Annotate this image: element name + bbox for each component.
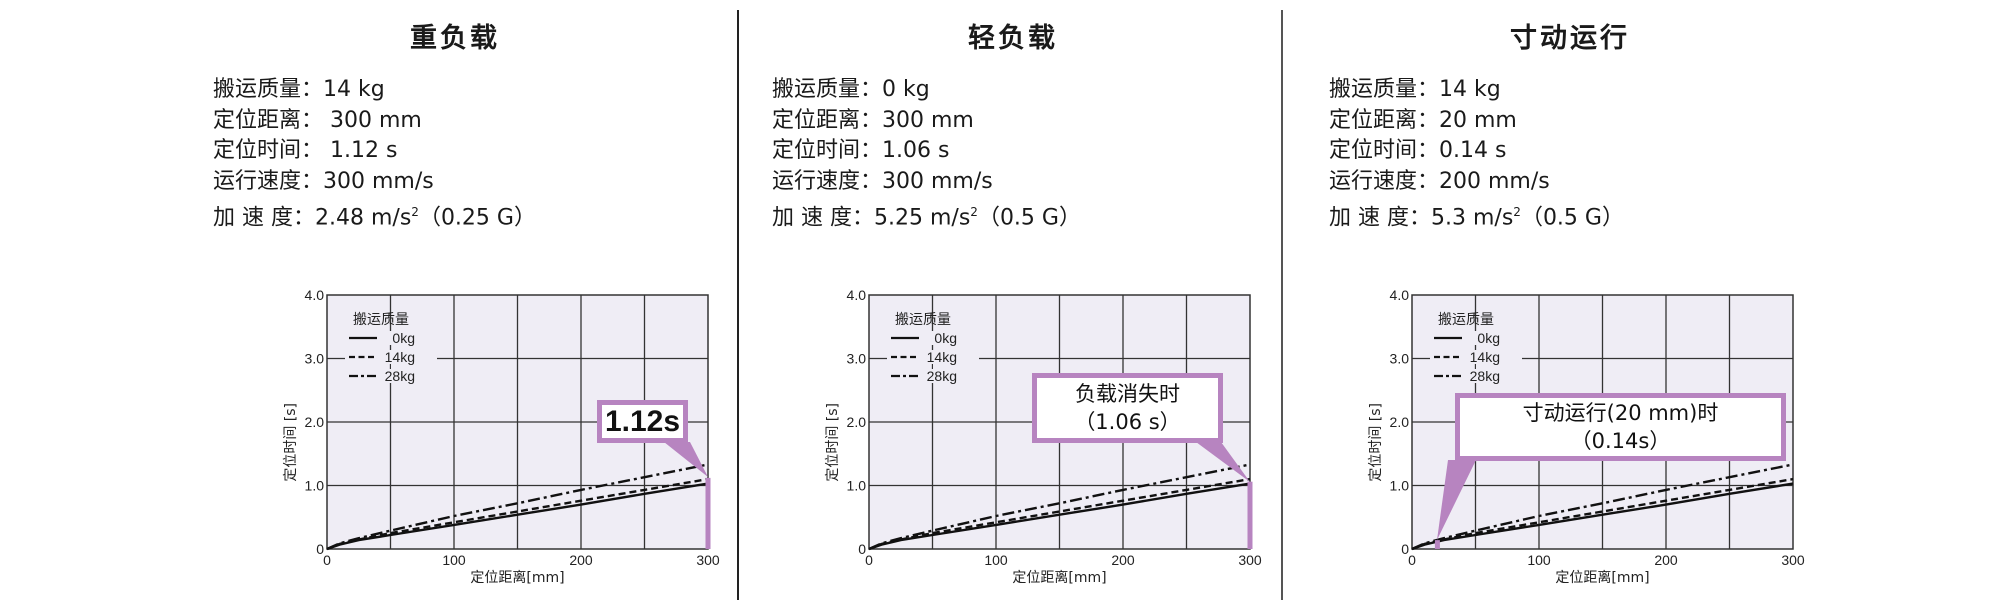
legend-entry: 28kg (927, 368, 957, 384)
spec-row: 加 速 度：5.3 m/s2（0.5 G） (1329, 205, 1624, 231)
x-axis-label: 定位距离[mm] (1012, 569, 1106, 586)
y-tick-label: 4.0 (305, 287, 325, 303)
legend-entry: 14kg (1470, 349, 1500, 365)
legend-entry: 0kg (1477, 330, 1500, 346)
series-line-14kg (1411, 477, 1794, 551)
legend-title: 搬运质量 (1438, 312, 1494, 328)
series-line-28kg (1411, 463, 1794, 551)
panel-divider (1281, 10, 1283, 600)
spec-row: 搬运质量：14 kg (213, 77, 385, 102)
highlight-bar (1247, 481, 1253, 549)
callout-pointer (664, 442, 708, 477)
y-tick-label: 4.0 (1390, 287, 1410, 303)
legend-entry: 0kg (392, 330, 415, 346)
panel-title: 重负载 (410, 23, 500, 54)
x-tick-label: 200 (1654, 552, 1678, 568)
series-line-28kg (868, 463, 1251, 551)
series-line-14kg (326, 477, 709, 551)
series-line-28kg (326, 463, 709, 551)
panel-divider (737, 10, 739, 600)
x-tick-label: 0 (865, 552, 873, 568)
y-tick-label: 0 (858, 541, 866, 557)
x-tick-label: 200 (1111, 552, 1135, 568)
callout-pointer (1437, 460, 1476, 540)
x-axis-label: 定位距离[mm] (1555, 569, 1649, 586)
panel-title: 轻负载 (968, 23, 1058, 54)
legend-entry: 28kg (385, 368, 415, 384)
series-line-0kg (868, 482, 1251, 551)
callout-inching: 寸动运行(20 mm)时 （0.14s） (1455, 393, 1786, 461)
x-tick-label: 300 (696, 552, 720, 568)
spec-row: 定位时间：0.14 s (1329, 138, 1507, 163)
x-tick-label: 0 (1408, 552, 1416, 568)
series-line-0kg (326, 482, 709, 551)
x-tick-label: 100 (442, 552, 466, 568)
callout-pointer (1196, 442, 1250, 482)
legend-entry: 28kg (1470, 368, 1500, 384)
y-tick-label: 1.0 (847, 478, 867, 494)
y-tick-label: 2.0 (305, 414, 325, 430)
spec-row: 定位距离：300 mm (772, 107, 974, 133)
y-axis-label: 定位时间 [s] (1368, 403, 1384, 482)
spec-row: 运行速度：300 mm/s (213, 168, 434, 194)
y-axis-label: 定位时间 [s] (825, 403, 841, 482)
legend-entry: 0kg (934, 330, 957, 346)
plot-frame (1411, 294, 1794, 550)
callout-heavy-load: 1.12s (597, 400, 688, 443)
spec-row: 加 速 度：5.25 m/s2（0.5 G） (772, 205, 1081, 231)
x-tick-label: 100 (984, 552, 1008, 568)
spec-row: 加 速 度：2.48 m/s2（0.25 G） (213, 205, 536, 231)
legend-entry: 14kg (385, 349, 415, 365)
spec-row: 定位时间： 1.12 s (213, 138, 398, 163)
y-tick-label: 1.0 (305, 478, 325, 494)
highlight-bar (1434, 540, 1440, 549)
x-tick-label: 300 (1781, 552, 1805, 568)
y-tick-label: 2.0 (1390, 414, 1410, 430)
spec-row: 定位时间：1.06 s (772, 138, 950, 163)
legend-entry: 14kg (927, 349, 957, 365)
legend-title: 搬运质量 (353, 312, 409, 328)
series-line-14kg (868, 477, 1251, 551)
spec-row: 运行速度：200 mm/s (1329, 168, 1550, 194)
x-tick-label: 300 (1238, 552, 1262, 568)
spec-row: 搬运质量：14 kg (1329, 77, 1501, 102)
plot-frame (326, 294, 709, 550)
legend-title: 搬运质量 (895, 312, 951, 328)
spec-list: 搬运质量：14 kg 定位距离： 300 mm 定位时间： 1.12 s 运行速… (213, 75, 536, 234)
spec-list: 搬运质量：0 kg 定位距离：300 mm 定位时间：1.06 s 运行速度：3… (772, 75, 1081, 234)
spec-row: 搬运质量：0 kg (772, 77, 930, 102)
x-tick-label: 200 (569, 552, 593, 568)
callout-light-load: 负载消失时 （1.06 s） (1032, 373, 1223, 443)
x-tick-label: 0 (323, 552, 331, 568)
highlight-bar (705, 477, 711, 549)
y-tick-label: 3.0 (847, 351, 867, 367)
plot-frame (868, 294, 1251, 550)
y-tick-label: 4.0 (847, 287, 867, 303)
y-axis-label: 定位时间 [s] (283, 403, 299, 482)
panel-title: 寸动运行 (1510, 23, 1630, 54)
series-line-0kg (1411, 482, 1794, 551)
y-tick-label: 2.0 (847, 414, 867, 430)
y-tick-label: 3.0 (1390, 351, 1410, 367)
y-tick-label: 3.0 (305, 351, 325, 367)
x-axis-label: 定位距离[mm] (470, 569, 564, 586)
y-tick-label: 1.0 (1390, 478, 1410, 494)
spec-row: 运行速度：300 mm/s (772, 168, 993, 194)
spec-list: 搬运质量：14 kg 定位距离：20 mm 定位时间：0.14 s 运行速度：2… (1329, 75, 1624, 234)
y-tick-label: 0 (1401, 541, 1409, 557)
y-tick-label: 0 (316, 541, 324, 557)
spec-row: 定位距离：20 mm (1329, 107, 1517, 133)
spec-row: 定位距离： 300 mm (213, 107, 422, 133)
x-tick-label: 100 (1527, 552, 1551, 568)
